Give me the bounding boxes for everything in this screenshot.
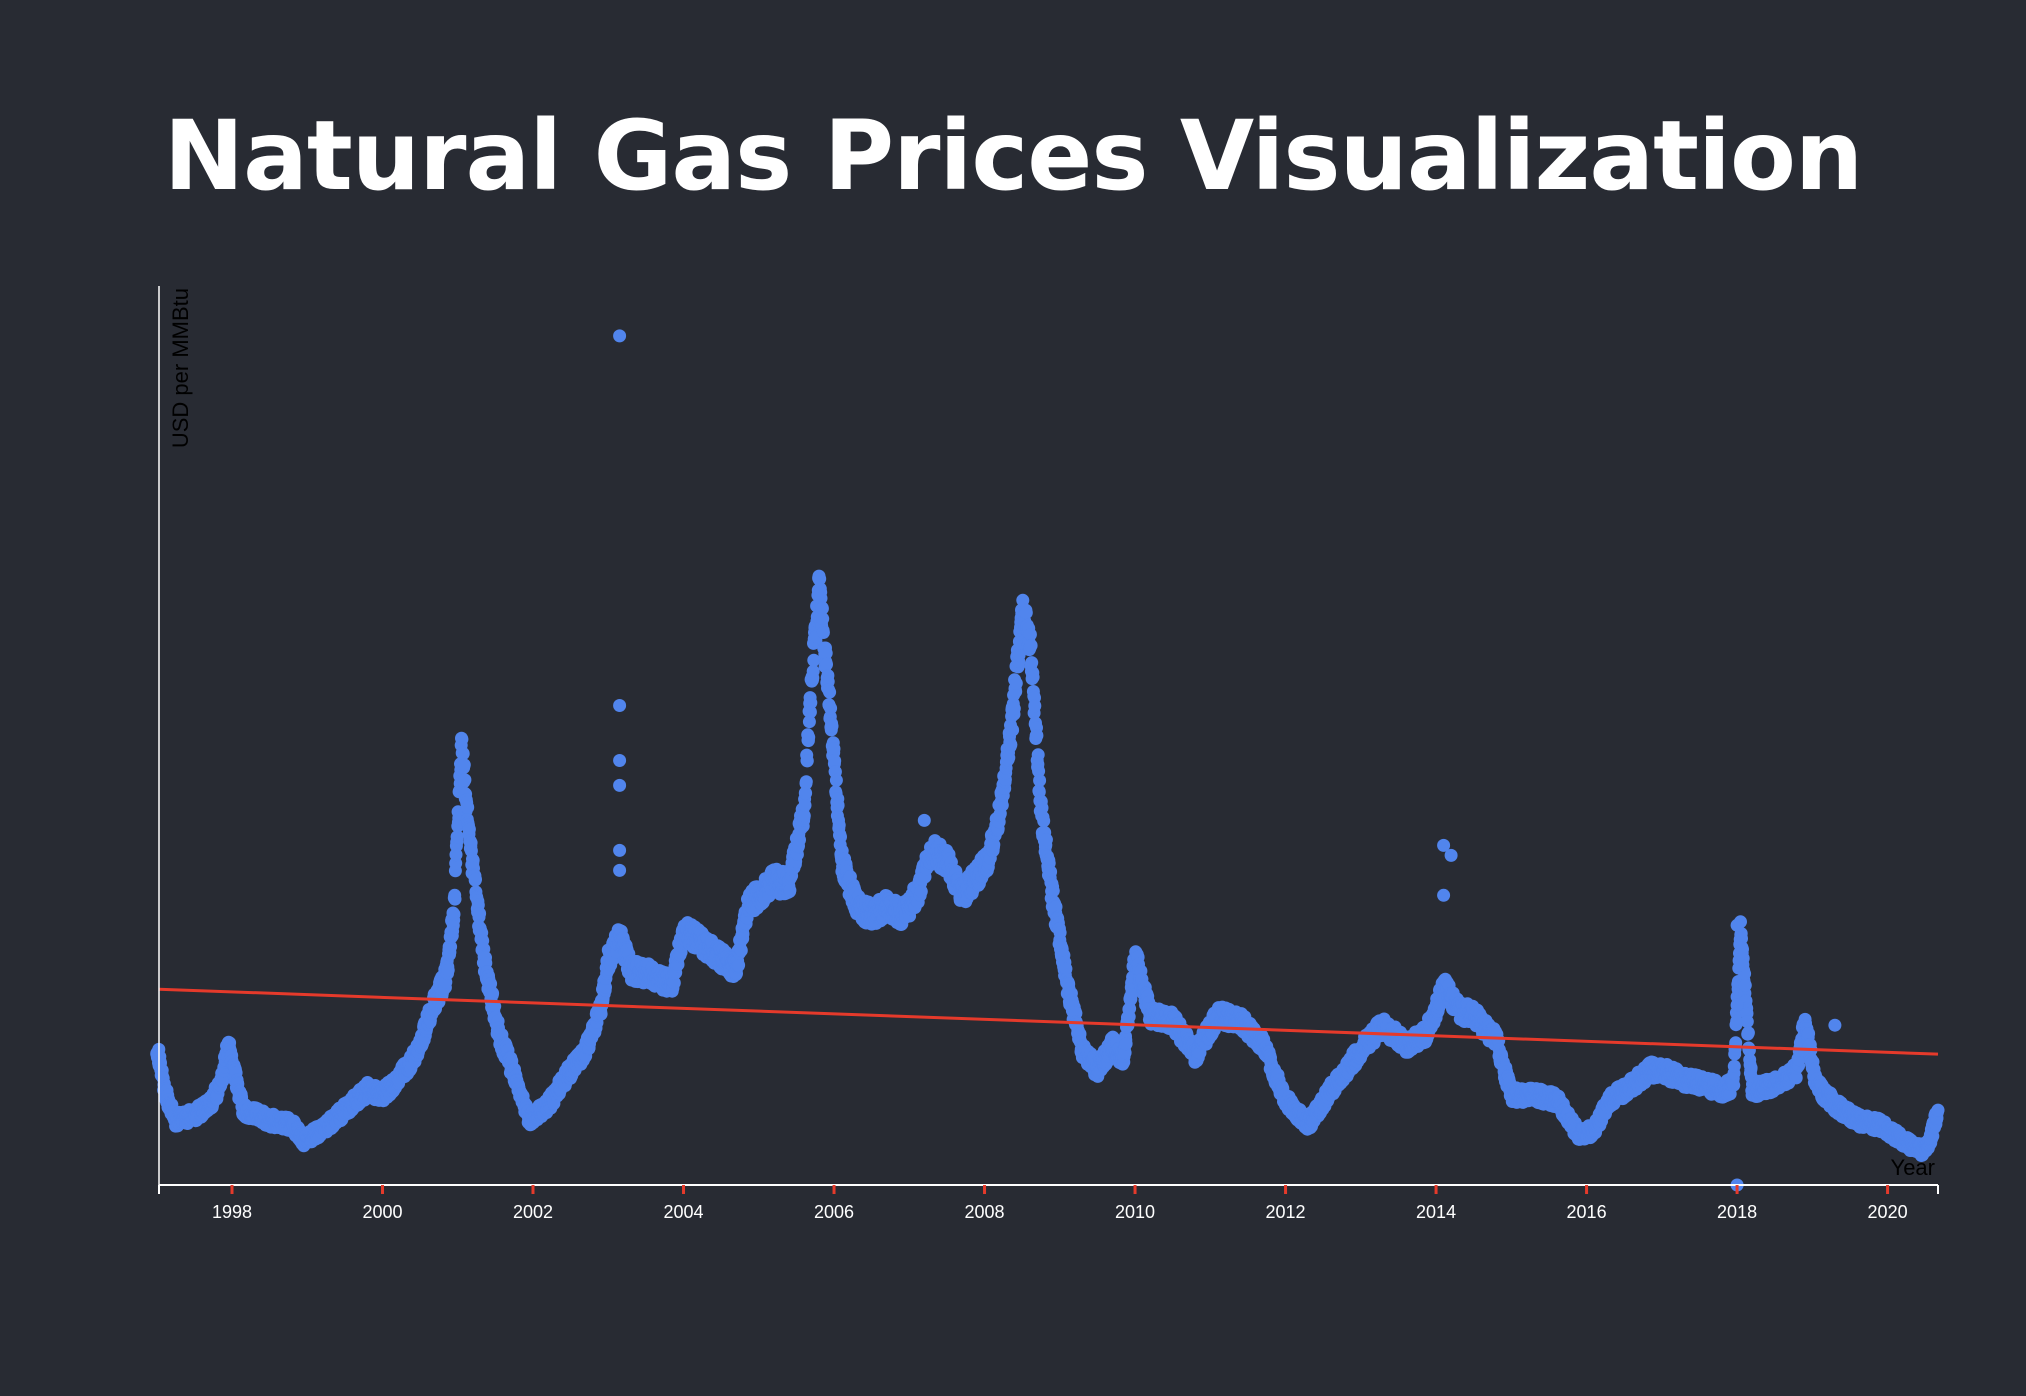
- data-point: [1119, 1037, 1133, 1051]
- data-point: [1727, 1078, 1741, 1092]
- data-point: [450, 830, 464, 844]
- data-point: [819, 646, 833, 660]
- data-point: [469, 872, 482, 886]
- data-point: [1738, 978, 1752, 992]
- data-point: [824, 701, 838, 715]
- data-point: [1037, 814, 1051, 828]
- data-point: [823, 685, 837, 699]
- data-point: [813, 572, 827, 586]
- data-point: [667, 976, 681, 990]
- data-point: [486, 986, 500, 1000]
- data-point: [441, 963, 455, 977]
- data-point: [448, 892, 462, 906]
- data-point: [447, 907, 461, 921]
- data-point: [814, 591, 828, 605]
- data-point: [1031, 748, 1045, 762]
- data-point: [1006, 723, 1020, 737]
- data-point: [807, 653, 821, 667]
- data-point: [458, 773, 472, 787]
- data-point: [1004, 738, 1018, 752]
- data-point: [800, 754, 814, 768]
- data-point: [1024, 639, 1038, 652]
- data-point: [1039, 833, 1053, 847]
- data-point: [797, 809, 811, 823]
- data-point: [1028, 699, 1042, 713]
- data-point: [799, 786, 813, 800]
- data-point: [732, 958, 746, 972]
- data-point: [1030, 729, 1044, 742]
- data-point: [444, 940, 458, 954]
- data-points: [150, 329, 1945, 1192]
- data-point: [815, 602, 829, 615]
- data-point: [734, 944, 748, 957]
- data-point: [456, 747, 470, 761]
- data-point: [1002, 751, 1016, 765]
- data-point: [834, 830, 847, 844]
- data-point: [798, 798, 812, 812]
- data-point: [803, 705, 817, 719]
- data-point: [1053, 926, 1067, 940]
- data-point: [827, 742, 841, 756]
- data-point: [1007, 702, 1021, 716]
- data-point: [802, 730, 816, 744]
- data-point: [825, 719, 839, 733]
- data-point: [783, 883, 797, 897]
- data-point: [455, 732, 469, 746]
- data-point: [820, 657, 833, 671]
- data-point: [1019, 606, 1033, 620]
- data-point: [1727, 1059, 1741, 1073]
- data-point: [799, 775, 813, 789]
- page-title: Natural Gas Prices Visualization: [163, 100, 1863, 212]
- data-point: [831, 798, 845, 812]
- data-point: [816, 626, 830, 639]
- data-point: [832, 818, 846, 832]
- data-point: [802, 715, 816, 729]
- data-point: [473, 907, 487, 920]
- data-point: [461, 800, 475, 814]
- data-point: [1009, 676, 1023, 690]
- data-point: [1741, 1026, 1755, 1040]
- data-point: [462, 822, 476, 836]
- data-point: [457, 758, 471, 772]
- data-point: [829, 773, 843, 787]
- data-point: [804, 696, 818, 710]
- data-point: [1026, 670, 1040, 684]
- data-point: [1033, 774, 1047, 787]
- data-point: [793, 833, 806, 847]
- data-point: [816, 612, 830, 626]
- data-point: [806, 664, 820, 678]
- data-point: [828, 754, 842, 768]
- data-point: [1740, 1015, 1754, 1029]
- data-point: [914, 884, 928, 898]
